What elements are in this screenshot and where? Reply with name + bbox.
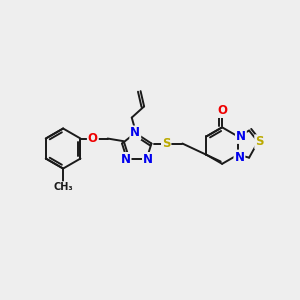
Text: N: N [143, 153, 153, 166]
Text: N: N [121, 153, 130, 166]
Text: S: S [162, 137, 170, 150]
Text: O: O [88, 132, 98, 145]
Text: N: N [130, 126, 140, 140]
Text: CH₃: CH₃ [53, 182, 73, 192]
Text: N: N [234, 151, 244, 164]
Text: O: O [217, 104, 227, 117]
Text: S: S [255, 135, 264, 148]
Text: N: N [236, 130, 246, 143]
